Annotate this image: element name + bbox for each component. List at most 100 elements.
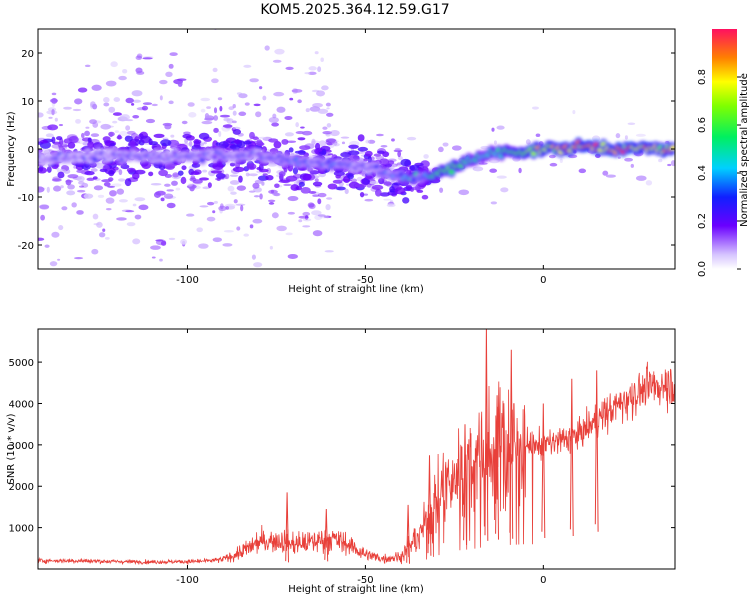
noise-speckle [442, 142, 449, 147]
noise-speckle [253, 103, 261, 107]
noise-speckle [63, 106, 73, 110]
band-blob [258, 168, 269, 173]
noise-speckle [47, 124, 59, 131]
noise-speckle [635, 175, 647, 181]
noise-speckle [243, 233, 249, 237]
noise-speckle [531, 106, 539, 110]
band-blob [256, 139, 263, 145]
band-blob [84, 170, 95, 176]
noise-speckle [151, 256, 156, 259]
noise-speckle [228, 106, 235, 111]
band-blob [148, 171, 154, 177]
band-blob [56, 136, 63, 141]
x-tick-label: -50 [357, 275, 373, 286]
noise-speckle [107, 185, 116, 188]
noise-speckle [267, 199, 276, 203]
noise-speckle [213, 115, 219, 121]
snr-spike [406, 504, 410, 564]
noise-speckle [76, 210, 84, 215]
noise-speckle [84, 64, 91, 68]
y-tick-label: 10 [21, 97, 34, 108]
noise-speckle [592, 135, 601, 142]
band-blob [347, 173, 354, 180]
noise-speckle [326, 107, 330, 110]
noise-speckle [132, 114, 140, 119]
noise-speckle [252, 182, 260, 189]
noise-speckle [75, 118, 81, 124]
noise-speckle [118, 169, 123, 176]
noise-speckle [204, 112, 210, 119]
noise-speckle [297, 99, 302, 104]
colorbar-gradient [712, 29, 737, 269]
band-blob [101, 179, 113, 183]
noise-speckle [177, 81, 183, 87]
band-blob [232, 166, 245, 173]
band-blob [215, 142, 221, 147]
band-blob [177, 170, 184, 176]
band-blob [129, 140, 136, 148]
noise-speckle [376, 133, 384, 137]
x-tick-label: -100 [176, 275, 199, 286]
noise-speckle [180, 239, 188, 245]
noise-speckle [168, 100, 174, 105]
noise-speckle [227, 185, 235, 192]
noise-speckle [285, 232, 293, 236]
noise-speckle [207, 201, 215, 206]
noise-speckle [224, 173, 230, 180]
noise-speckle [329, 130, 340, 137]
noise-speckle [617, 156, 621, 159]
noise-speckle [213, 107, 218, 114]
band-blob [299, 145, 311, 151]
noise-speckle [235, 203, 246, 206]
noise-speckle [150, 183, 162, 186]
band-blob [379, 158, 390, 166]
noise-speckle [38, 237, 45, 241]
band-blob [361, 177, 370, 186]
noise-speckle [192, 179, 203, 184]
noise-speckle [188, 112, 197, 118]
ridge-core [448, 169, 455, 175]
band-blob [243, 140, 252, 145]
noise-speckle [86, 177, 95, 181]
noise-speckle [350, 178, 358, 183]
noise-speckle [602, 170, 609, 176]
noise-speckle [183, 131, 191, 135]
snr-spike [285, 492, 289, 563]
noise-speckle [219, 203, 224, 210]
noise-speckle [308, 66, 317, 71]
band-blob [278, 179, 290, 183]
noise-speckle [472, 166, 484, 172]
noise-speckle [327, 153, 334, 156]
noise-speckle [58, 124, 64, 127]
band-blob [256, 166, 262, 171]
noise-speckle [54, 117, 58, 122]
noise-speckle [549, 162, 558, 167]
noise-speckle [496, 125, 505, 130]
noise-speckle [132, 99, 141, 103]
band-blob [336, 186, 346, 191]
noise-speckle [272, 59, 282, 63]
noise-speckle [252, 218, 263, 224]
noise-speckle [559, 158, 563, 163]
snr-background [38, 329, 675, 569]
noise-speckle [624, 157, 633, 162]
band-blob [120, 164, 130, 170]
noise-speckle [268, 117, 280, 123]
noise-speckle [103, 102, 110, 107]
band-blob [158, 169, 169, 177]
noise-speckle [493, 140, 497, 145]
band-blob [402, 197, 410, 204]
noise-speckle [249, 78, 259, 83]
noise-speckle [630, 163, 634, 168]
snr-spike [324, 508, 329, 562]
band-blob [126, 167, 136, 173]
noise-speckle [125, 210, 135, 213]
band-blob [76, 162, 84, 167]
snr-line-group [38, 329, 675, 566]
noise-speckle [605, 174, 616, 178]
noise-speckle [232, 110, 237, 116]
band-blob [357, 146, 369, 152]
band-blob [182, 133, 192, 139]
noise-speckle [166, 189, 174, 192]
